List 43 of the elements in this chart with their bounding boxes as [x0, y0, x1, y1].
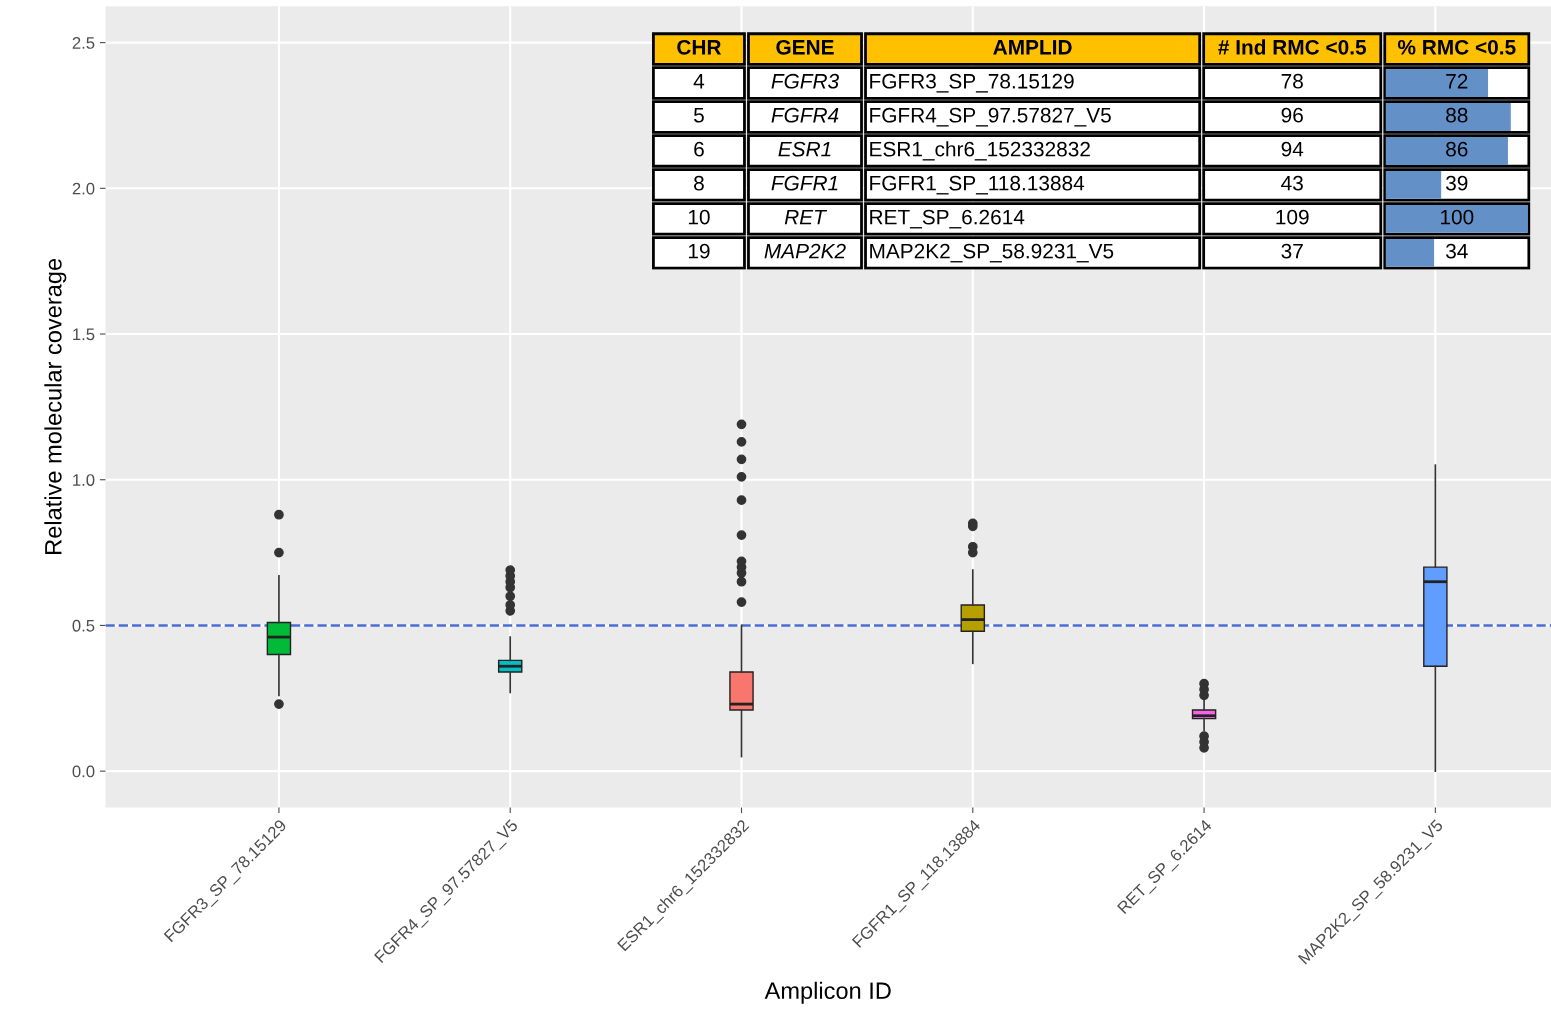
annotation: RET: [784, 209, 828, 225]
y-tick-label: 2.0: [72, 182, 95, 195]
y-tick-label: 0.0: [72, 765, 95, 778]
annotation: FGFR1: [771, 175, 838, 191]
annotation: # Ind RMC <0.5: [1218, 39, 1367, 55]
y-axis-title: Relative molecular coverage: [44, 258, 67, 554]
data-label: 39: [1446, 175, 1468, 191]
annotation: 37: [1281, 243, 1303, 259]
annotation: 109: [1276, 209, 1309, 225]
y-tick-label: MAP2K2_SP_58.9231_V5: [870, 243, 1114, 263]
x-axis-title: Amplicon ID: [764, 981, 891, 1004]
annotation: 43: [1281, 175, 1303, 191]
annotation: 94: [1281, 141, 1304, 157]
data-label: 100: [1441, 209, 1474, 225]
y-tick-label: 1.5: [73, 328, 95, 341]
y-tick-label: 2.5: [72, 37, 95, 49]
annotation: GENE: [776, 39, 834, 55]
data-label: 88: [1446, 107, 1468, 123]
annotation: 96: [1281, 107, 1303, 123]
annotation: MAP2K2: [764, 243, 846, 259]
annotation: 8: [694, 175, 704, 191]
annotation: 6: [694, 141, 704, 157]
annotation: CHR: [677, 39, 722, 55]
annotation: AMPLID: [993, 40, 1072, 55]
annotation: 78: [1281, 73, 1303, 89]
y-tick-label: 1.0: [73, 474, 95, 486]
annotation: 4: [693, 74, 705, 89]
y-tick-label: ESR1_chr6_152332832: [870, 141, 1090, 161]
annotation: 19: [688, 243, 710, 259]
annotation: % RMC <0.5: [1397, 39, 1516, 55]
data-label: 86: [1446, 141, 1468, 157]
y-tick-label: RET_SP_6.2614: [870, 209, 1025, 229]
y-tick-label: FGFR3_SP_78.15129: [870, 73, 1074, 93]
y-tick-label: FGFR1_SP_118.13884: [870, 175, 1085, 195]
annotation: ESR1: [778, 141, 831, 157]
annotation: 5: [693, 108, 704, 123]
data-label: 72: [1446, 73, 1468, 89]
data-label: 34: [1446, 243, 1468, 259]
annotation: 10: [688, 209, 710, 225]
y-tick-label: 0.5: [72, 619, 95, 632]
annotation: FGFR4: [771, 107, 839, 123]
y-tick-label: FGFR4_SP_97.57827_V5: [870, 107, 1111, 127]
annotation: FGFR3: [771, 73, 839, 89]
